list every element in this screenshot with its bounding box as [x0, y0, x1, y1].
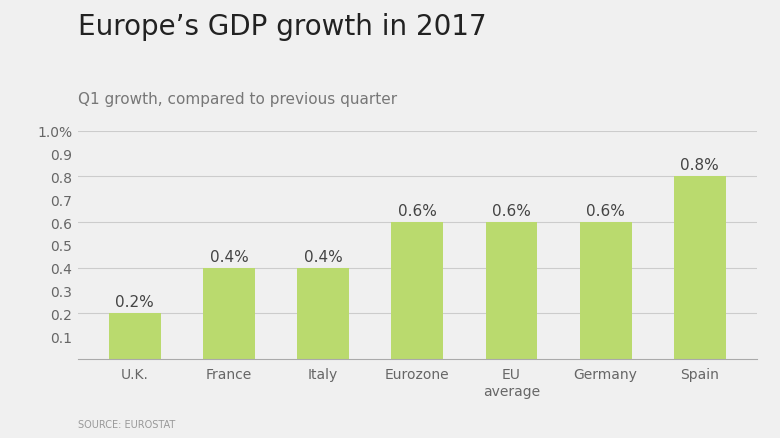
Text: 0.4%: 0.4%: [303, 249, 342, 264]
Bar: [203, 268, 255, 359]
Bar: [297, 268, 349, 359]
Text: Europe’s GDP growth in 2017: Europe’s GDP growth in 2017: [78, 13, 487, 41]
Bar: [392, 223, 443, 359]
Text: 0.8%: 0.8%: [680, 158, 719, 173]
Text: SOURCE: EUROSTAT: SOURCE: EUROSTAT: [78, 419, 176, 429]
Text: 0.6%: 0.6%: [587, 203, 625, 219]
Bar: [109, 314, 161, 359]
Text: 0.4%: 0.4%: [210, 249, 248, 264]
Text: 0.6%: 0.6%: [398, 203, 437, 219]
Text: 0.6%: 0.6%: [492, 203, 531, 219]
Bar: [580, 223, 632, 359]
Bar: [486, 223, 537, 359]
Text: 0.2%: 0.2%: [115, 294, 154, 310]
Text: Q1 growth, compared to previous quarter: Q1 growth, compared to previous quarter: [78, 92, 397, 107]
Bar: [674, 177, 725, 359]
